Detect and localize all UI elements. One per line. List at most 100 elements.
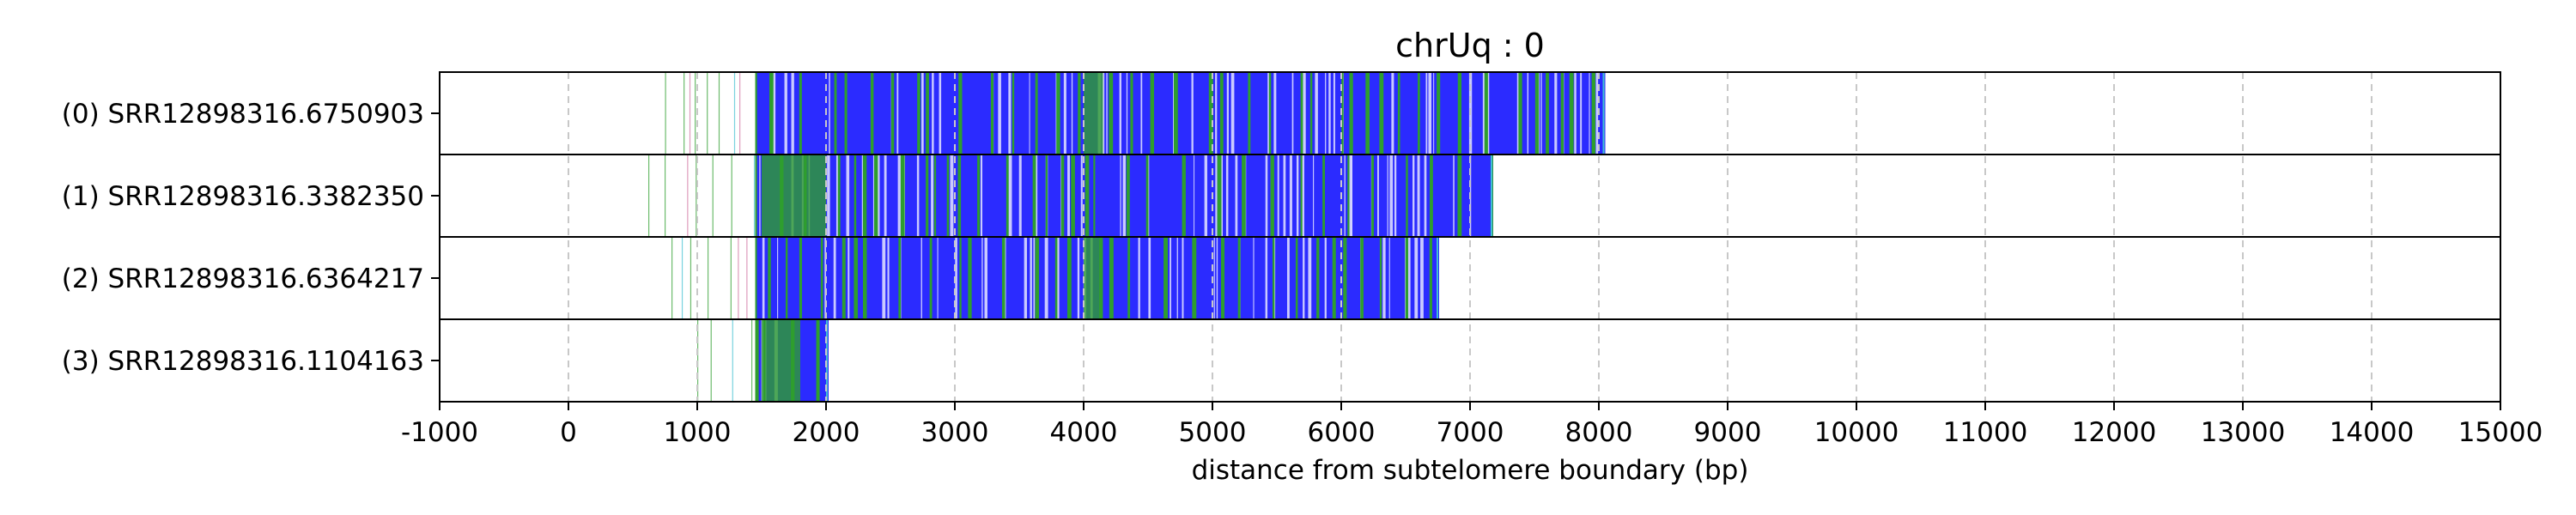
gap-mark (1291, 72, 1294, 154)
sparse-mark (739, 72, 741, 154)
variant-mark (1001, 237, 1005, 319)
gap-mark (1008, 154, 1012, 237)
end-mark (1602, 72, 1605, 154)
sparse-mark (687, 154, 689, 237)
variant-mark (1429, 237, 1432, 319)
variant-mark (1242, 154, 1246, 237)
gap-mark (1424, 154, 1427, 237)
variant-mark (1109, 72, 1114, 154)
gap-mark (1030, 237, 1032, 319)
variant-mark (1145, 154, 1149, 237)
x-tick-label: 11000 (1943, 417, 2028, 448)
gap-mark (1433, 72, 1435, 154)
gap-mark (1102, 72, 1105, 154)
gap-mark (1308, 237, 1312, 319)
gap-mark (882, 237, 886, 319)
gap-mark (846, 154, 850, 237)
gap-mark (1044, 237, 1048, 319)
variant-mark (1109, 237, 1114, 319)
gap-mark (916, 154, 920, 237)
gap-mark (872, 154, 875, 237)
gap-mark (1036, 154, 1038, 237)
gap-mark (762, 237, 765, 319)
gap-mark (1119, 72, 1122, 154)
read-track-3 (697, 319, 829, 402)
variant-mark (1518, 72, 1522, 154)
variant-mark (1316, 237, 1320, 319)
gap-mark (1235, 154, 1238, 237)
variant-mark (1406, 154, 1408, 237)
variant-mark (1056, 72, 1060, 154)
gap-mark (980, 154, 983, 237)
gap-mark (1388, 237, 1390, 319)
x-tick-label: 9000 (1694, 417, 1762, 448)
gap-mark (1148, 237, 1151, 319)
gap-mark (1420, 237, 1424, 319)
variant-mark (929, 237, 933, 319)
variant-mark (1418, 72, 1420, 154)
sparse-mark (746, 237, 748, 319)
variant-mark (1084, 154, 1090, 237)
read-label: (0) SRR12898316.6750903 (62, 99, 424, 130)
variant-mark (1347, 154, 1350, 237)
gap-mark (1313, 154, 1315, 237)
x-tick-label: 4000 (1050, 417, 1118, 448)
gap-mark (1024, 237, 1028, 319)
gap-mark (759, 154, 761, 237)
variant-mark (874, 154, 878, 237)
gap-mark (1225, 154, 1229, 237)
gap-mark (1148, 154, 1150, 237)
x-tick-label: 12000 (2072, 417, 2157, 448)
variant-mark (1093, 154, 1096, 237)
variant-mark (1150, 72, 1155, 154)
variant-band (1084, 72, 1103, 154)
gap-mark (772, 72, 776, 154)
gap-mark (1333, 72, 1335, 154)
variant-mark (1237, 237, 1241, 319)
gap-mark (848, 237, 850, 319)
gap-mark (1428, 72, 1432, 154)
variant-mark (755, 237, 757, 319)
read-label: (1) SRR12898316.3382350 (62, 181, 424, 212)
variant-mark (854, 237, 858, 319)
gap-mark (939, 72, 942, 154)
gap-mark (1425, 72, 1428, 154)
variant-mark (1322, 154, 1325, 237)
gap-mark (1394, 154, 1397, 237)
gap-mark (1328, 72, 1331, 154)
gap-mark (1414, 237, 1419, 319)
variant-mark (1060, 154, 1065, 237)
variant-mark (1457, 72, 1461, 154)
variant-mark (844, 72, 848, 154)
sparse-mark (695, 72, 696, 154)
variant-mark (1379, 237, 1382, 319)
variant-mark (1130, 72, 1133, 154)
sparse-mark (712, 154, 714, 237)
gap-mark (1120, 154, 1121, 237)
gap-mark (833, 237, 836, 319)
variant-mark (1429, 154, 1433, 237)
gap-mark (1453, 154, 1455, 237)
gap-mark (931, 154, 934, 237)
variant-mark (1397, 72, 1400, 154)
read-track-0 (665, 72, 1606, 154)
variant-mark (1349, 72, 1353, 154)
sparse-mark (710, 319, 712, 402)
variant-mark (1126, 154, 1130, 237)
gap-mark (955, 237, 957, 319)
variant-mark (917, 72, 920, 154)
variant-mark (837, 154, 841, 237)
read-label: (3) SRR12898316.1104163 (62, 346, 424, 377)
gap-mark (1253, 237, 1255, 319)
gap-mark (1230, 72, 1235, 154)
gap-mark (896, 72, 899, 154)
x-tick-label: 2000 (793, 417, 860, 448)
gap-mark (1008, 72, 1012, 154)
variant-mark (958, 72, 963, 154)
variant-band (762, 154, 826, 237)
variant-mark (1457, 154, 1462, 237)
variant-mark (785, 237, 788, 319)
variant-mark (799, 72, 802, 154)
variant-mark (834, 72, 837, 154)
variant-mark (816, 319, 820, 402)
